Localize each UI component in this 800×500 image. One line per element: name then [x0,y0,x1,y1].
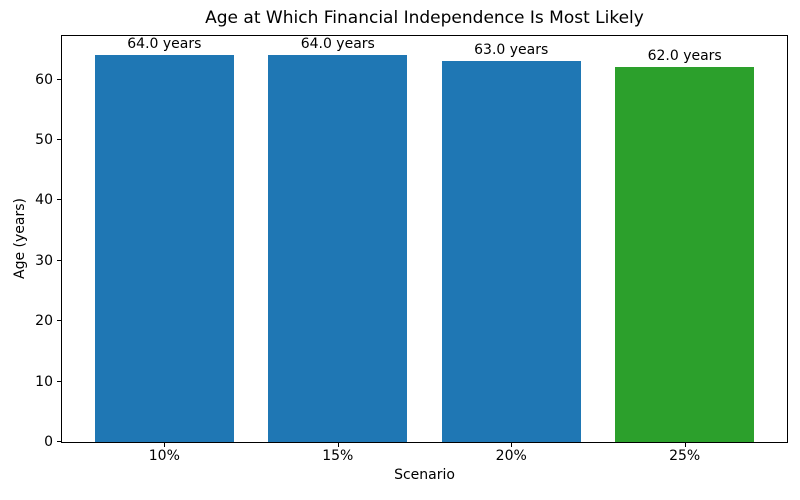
bar-value-label: 63.0 years [474,42,549,59]
y-tick-label: 0 [44,434,53,450]
y-tick-mark [57,259,61,261]
x-tick-label: 20% [495,448,527,464]
bar-value-label: 64.0 years [300,36,375,53]
x-tick-mark [164,443,166,447]
y-tick-mark [57,441,61,442]
bar [94,55,234,442]
x-tick-label: 25% [669,448,701,464]
y-tick-mark [57,138,61,140]
y-tick-label: 50 [35,131,53,148]
bar-value-label: 64.0 years [127,36,202,53]
y-tick-mark [57,380,61,382]
bar-value-label: 62.0 years [647,48,722,65]
y-tick-label: 40 [35,192,53,209]
x-tick-mark [337,443,339,447]
y-tick-label: 20 [35,313,53,330]
plot-area: 64.0 years 64.0 years 63.0 years 62.0 years [61,35,788,443]
y-tick-label: 30 [35,252,53,269]
bar [441,61,581,442]
x-tick-label: 10% [148,448,180,464]
y-tick-label: 60 [35,71,53,88]
x-tick-label: 15% [322,448,354,464]
y-tick-mark [57,199,61,201]
x-axis-label: Scenario [394,467,455,483]
x-tick-mark [684,443,686,447]
bar [268,55,408,442]
chart-title: Age at Which Financial Independence Is M… [205,8,644,28]
y-tick-mark [57,78,61,80]
y-tick-mark [57,320,61,322]
y-tick-label: 10 [35,373,53,390]
bar [615,67,755,442]
x-tick-mark [511,443,513,447]
